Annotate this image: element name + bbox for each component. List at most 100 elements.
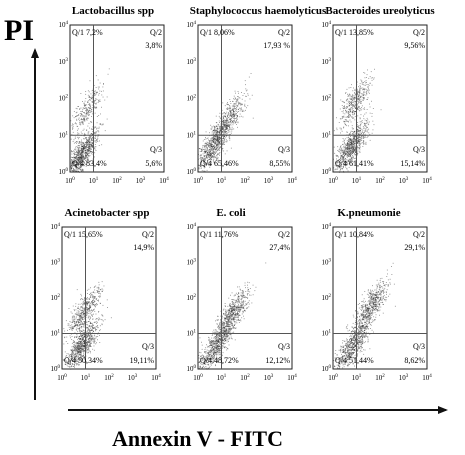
data-point bbox=[73, 156, 75, 158]
data-point bbox=[75, 122, 76, 124]
data-point bbox=[71, 134, 73, 136]
data-point bbox=[213, 137, 215, 139]
data-point bbox=[71, 324, 73, 326]
data-point bbox=[79, 109, 81, 110]
data-point bbox=[85, 152, 87, 153]
data-point bbox=[340, 118, 342, 120]
x-tick-label: 103 bbox=[136, 177, 146, 185]
data-point bbox=[212, 138, 214, 140]
data-point bbox=[215, 115, 217, 117]
data-point bbox=[241, 103, 243, 105]
data-point bbox=[78, 150, 79, 152]
data-point bbox=[75, 324, 77, 326]
data-point bbox=[91, 342, 92, 344]
data-point bbox=[91, 121, 93, 123]
data-point bbox=[356, 94, 358, 96]
data-point bbox=[96, 116, 98, 117]
data-point bbox=[92, 295, 93, 297]
data-point bbox=[245, 95, 247, 97]
data-point bbox=[79, 358, 81, 360]
data-point bbox=[223, 118, 225, 120]
data-point bbox=[364, 131, 365, 133]
data-point bbox=[220, 124, 222, 126]
data-point bbox=[352, 90, 354, 92]
data-point bbox=[81, 141, 82, 143]
data-point bbox=[364, 124, 366, 126]
data-point bbox=[81, 346, 83, 347]
data-point bbox=[213, 132, 215, 134]
data-point bbox=[87, 101, 88, 103]
data-point bbox=[227, 109, 228, 110]
data-point bbox=[95, 142, 97, 143]
data-point bbox=[371, 84, 373, 86]
data-point bbox=[236, 105, 238, 107]
data-point bbox=[87, 343, 89, 345]
data-point bbox=[341, 105, 343, 106]
data-point bbox=[76, 322, 77, 324]
data-point bbox=[212, 348, 214, 350]
data-point bbox=[359, 118, 361, 120]
data-point bbox=[344, 138, 346, 140]
data-point bbox=[94, 106, 96, 108]
data-point bbox=[363, 84, 365, 86]
data-point bbox=[67, 323, 69, 325]
data-point bbox=[77, 170, 79, 172]
data-point bbox=[73, 150, 74, 152]
data-point bbox=[101, 281, 103, 283]
data-point bbox=[232, 113, 234, 115]
data-point bbox=[343, 145, 345, 147]
data-point bbox=[82, 348, 84, 350]
data-point bbox=[357, 136, 359, 138]
data-point bbox=[360, 143, 361, 145]
data-point bbox=[365, 88, 367, 90]
data-point bbox=[212, 136, 214, 138]
data-point bbox=[344, 123, 346, 125]
data-point bbox=[92, 297, 94, 298]
data-point bbox=[86, 298, 87, 300]
data-point bbox=[349, 158, 351, 160]
data-point bbox=[96, 322, 98, 323]
data-point bbox=[87, 327, 89, 329]
data-point bbox=[93, 342, 95, 344]
data-point bbox=[226, 104, 228, 105]
data-point bbox=[252, 117, 254, 119]
data-point bbox=[343, 126, 345, 128]
data-point bbox=[79, 158, 81, 160]
data-point bbox=[230, 108, 231, 110]
data-point bbox=[209, 146, 211, 148]
data-point bbox=[77, 356, 79, 358]
data-point bbox=[89, 338, 91, 339]
data-point bbox=[355, 154, 356, 156]
data-point bbox=[84, 117, 85, 119]
data-point bbox=[90, 143, 92, 145]
data-point bbox=[80, 344, 81, 346]
data-point bbox=[71, 326, 73, 328]
data-point bbox=[79, 160, 81, 161]
data-point bbox=[82, 169, 84, 171]
data-point bbox=[233, 120, 235, 122]
data-point bbox=[349, 146, 350, 148]
data-point bbox=[89, 318, 91, 319]
data-point bbox=[353, 140, 355, 142]
data-point bbox=[354, 101, 356, 102]
data-point bbox=[201, 157, 203, 159]
data-point bbox=[88, 321, 89, 322]
data-point bbox=[83, 144, 85, 146]
data-point bbox=[214, 135, 216, 137]
data-point bbox=[81, 114, 83, 116]
data-point bbox=[231, 128, 233, 130]
data-point bbox=[348, 102, 350, 103]
data-point bbox=[77, 106, 79, 107]
data-point bbox=[72, 359, 73, 361]
data-point bbox=[218, 352, 220, 353]
data-point bbox=[86, 142, 88, 143]
data-point bbox=[351, 104, 353, 106]
data-point bbox=[98, 281, 100, 283]
data-point bbox=[84, 115, 86, 117]
data-point bbox=[210, 128, 212, 130]
data-point bbox=[238, 92, 239, 94]
data-point bbox=[63, 343, 65, 345]
quadrant-q2-tag: Q/2 bbox=[142, 230, 154, 239]
data-point bbox=[368, 87, 369, 89]
data-point bbox=[99, 82, 101, 84]
